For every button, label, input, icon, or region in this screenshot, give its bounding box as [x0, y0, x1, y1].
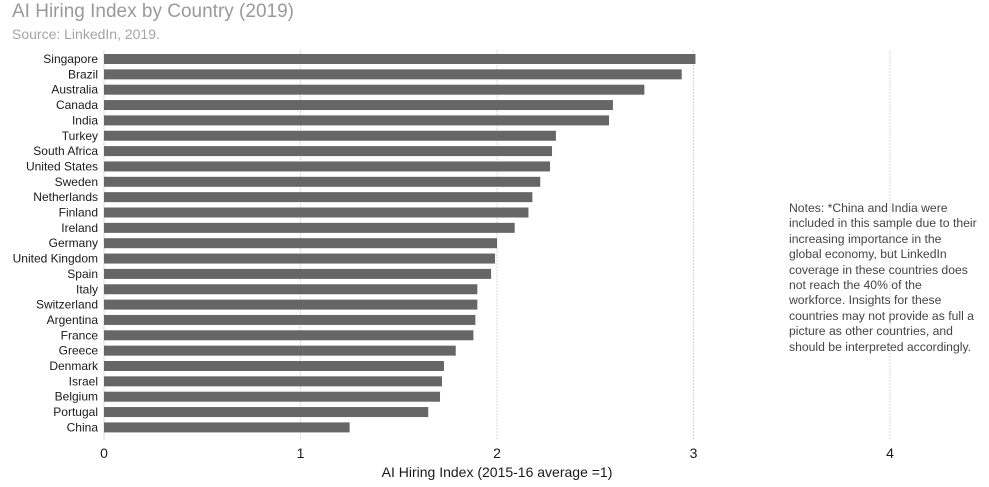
category-label: France: [61, 328, 99, 342]
x-tick-label: 4: [886, 445, 894, 461]
bar-south-africa: [104, 146, 553, 157]
category-label: Switzerland: [36, 298, 98, 312]
bar-finland: [104, 207, 529, 218]
bar-italy: [104, 284, 478, 295]
category-label: Greece: [59, 344, 99, 358]
category-label: Argentina: [47, 313, 99, 327]
bar-israel: [104, 376, 442, 387]
x-tick-labels: 0 1 2 3 4: [100, 445, 894, 461]
category-label: Spain: [67, 267, 98, 281]
category-label: Sweden: [55, 175, 98, 189]
category-label: Italy: [76, 282, 98, 296]
x-axis-title: AI Hiring Index (2015-16 average =1): [382, 464, 613, 480]
category-label: Portugal: [53, 405, 98, 419]
x-tick-label: 1: [297, 445, 305, 461]
bar-united-kingdom: [104, 253, 496, 264]
bar-belgium: [104, 391, 441, 402]
category-label: Australia: [51, 83, 98, 97]
bar-argentina: [104, 314, 476, 325]
bar-switzerland: [104, 299, 478, 310]
bar-germany: [104, 238, 497, 249]
category-label: Denmark: [49, 359, 99, 373]
bar-united-states: [104, 161, 551, 172]
category-label: India: [72, 113, 98, 127]
bar-france: [104, 330, 474, 341]
chart-subtitle: Source: LinkedIn, 2019.: [12, 26, 160, 42]
category-label: Netherlands: [33, 190, 98, 204]
category-label: South Africa: [33, 144, 98, 158]
category-label: Turkey: [62, 129, 98, 143]
category-label: Israel: [69, 374, 98, 388]
bar-sweden: [104, 176, 541, 187]
bar-china: [104, 422, 350, 433]
x-tick-label: 3: [690, 445, 698, 461]
bar-greece: [104, 345, 456, 356]
category-label: United States: [26, 159, 98, 173]
bar-netherlands: [104, 192, 533, 203]
x-tick-label: 2: [493, 445, 501, 461]
chart-title: AI Hiring Index by Country (2019): [12, 1, 294, 22]
bar-brazil: [104, 69, 682, 80]
bar-portugal: [104, 407, 429, 418]
category-label: United Kingdom: [13, 252, 98, 266]
bar-spain: [104, 268, 492, 279]
bars: [104, 54, 696, 433]
x-tick-label: 0: [100, 445, 108, 461]
category-label: Brazil: [68, 67, 98, 81]
bar-denmark: [104, 361, 444, 371]
bar-singapore: [104, 54, 696, 64]
category-label: China: [67, 420, 99, 434]
notes-text: Notes: *China and India were included in…: [789, 201, 977, 354]
category-label: Canada: [56, 98, 98, 112]
category-label: Ireland: [61, 221, 98, 235]
bar-turkey: [104, 130, 556, 141]
category-label: Belgium: [55, 390, 98, 404]
bar-canada: [104, 100, 613, 111]
bar-australia: [104, 84, 645, 95]
bar-india: [104, 115, 610, 126]
category-label: Germany: [49, 236, 98, 250]
bar-ireland: [104, 222, 515, 233]
category-label: Singapore: [43, 52, 98, 66]
category-label: Finland: [59, 206, 98, 220]
